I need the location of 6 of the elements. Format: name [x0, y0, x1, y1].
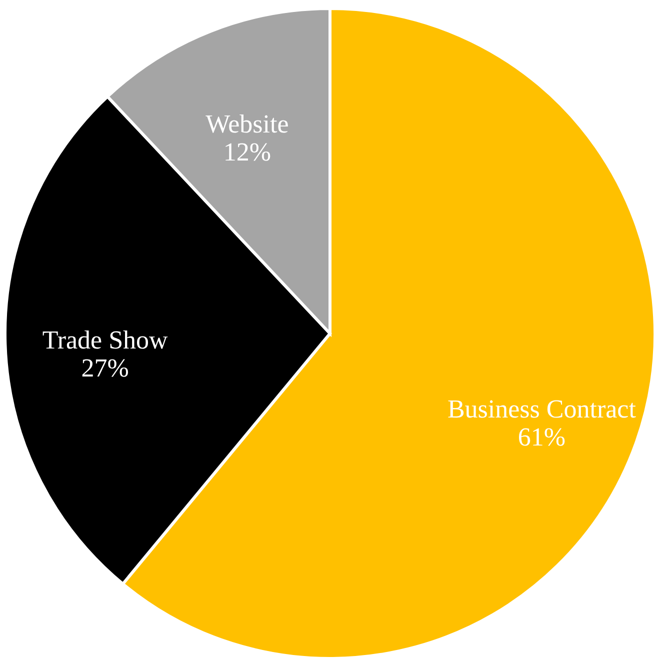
data-label: 27% — [81, 354, 129, 383]
slice-label: Website — [206, 109, 289, 138]
slice-label: Trade Show — [42, 326, 168, 355]
data-label: 61% — [518, 422, 566, 452]
slice-label: Business Contract — [447, 394, 637, 424]
data-label: 12% — [223, 137, 272, 166]
